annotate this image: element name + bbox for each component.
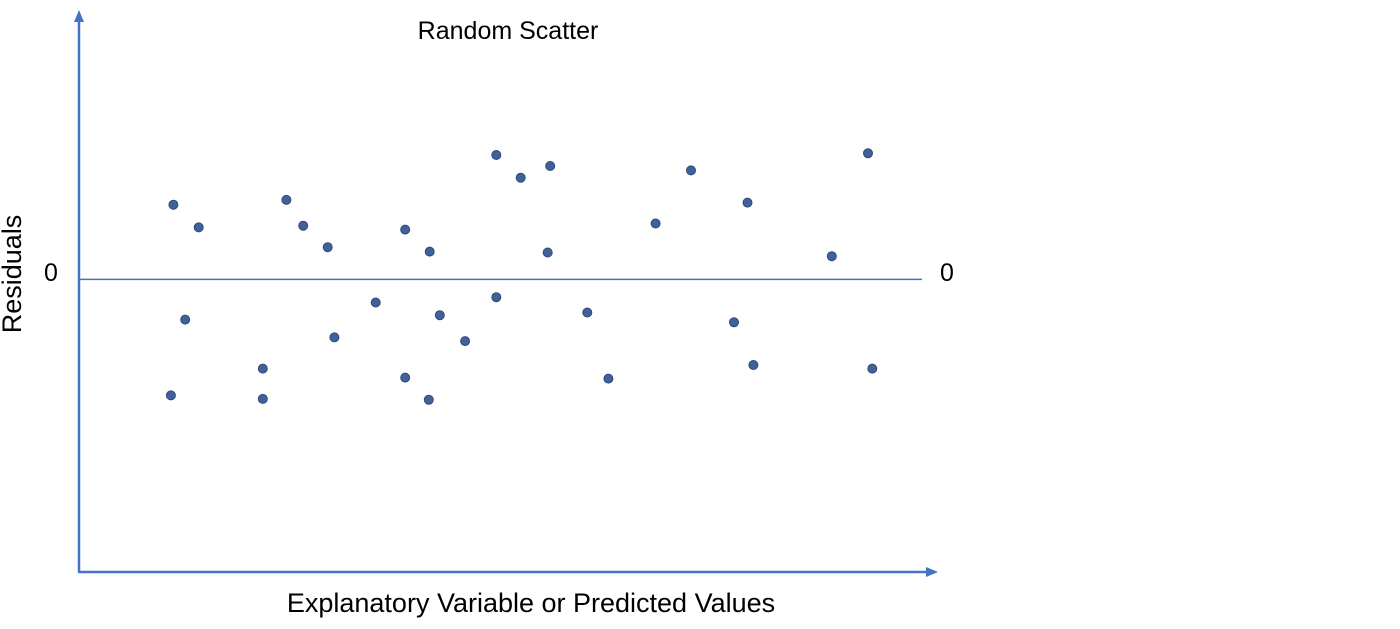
y-axis-label: Residuals — [0, 215, 27, 334]
scatter-point-21 — [545, 161, 556, 171]
scatter-point-11 — [370, 297, 381, 308]
scatter-point-24 — [603, 373, 614, 384]
zero-tick-label-right: 0 — [940, 259, 954, 287]
scatter-point-16 — [434, 310, 445, 321]
scatter-point-22 — [542, 247, 553, 258]
scatter-point-12 — [400, 224, 411, 235]
scatter-point-30 — [826, 251, 837, 262]
scatter-point-14 — [424, 246, 435, 257]
scatter-point-20 — [515, 172, 526, 183]
scatter-point-9 — [322, 242, 333, 253]
scatter-point-4 — [165, 390, 176, 401]
scatter-point-29 — [748, 360, 759, 370]
scatter-point-19 — [491, 292, 502, 303]
zero-tick-label-left: 0 — [44, 259, 58, 287]
scatter-point-23 — [582, 307, 593, 318]
scatter-point-5 — [257, 363, 268, 374]
scatter-point-31 — [863, 148, 873, 159]
x-axis-label: Explanatory Variable or Predicted Values — [287, 588, 775, 618]
scatter-point-26 — [686, 165, 696, 176]
scatter-point-1 — [168, 199, 179, 210]
scatter-point-15 — [423, 394, 434, 405]
scatter-point-7 — [281, 194, 292, 205]
scatter-point-27 — [729, 317, 739, 328]
scatter-point-10 — [329, 332, 340, 343]
scatter-point-32 — [867, 363, 878, 374]
scatter-point-3 — [180, 314, 191, 325]
scatter-point-13 — [400, 372, 411, 383]
scatter-point-17 — [460, 336, 471, 347]
scatter-point-6 — [257, 393, 268, 404]
chart-title: Random Scatter — [418, 17, 599, 45]
scatter-point-25 — [650, 218, 661, 229]
scatter-point-28 — [742, 197, 753, 208]
scatter-points — [165, 148, 878, 405]
scatter-point-18 — [491, 150, 502, 160]
scatter-point-2 — [193, 222, 204, 233]
scatter-point-8 — [298, 220, 309, 231]
